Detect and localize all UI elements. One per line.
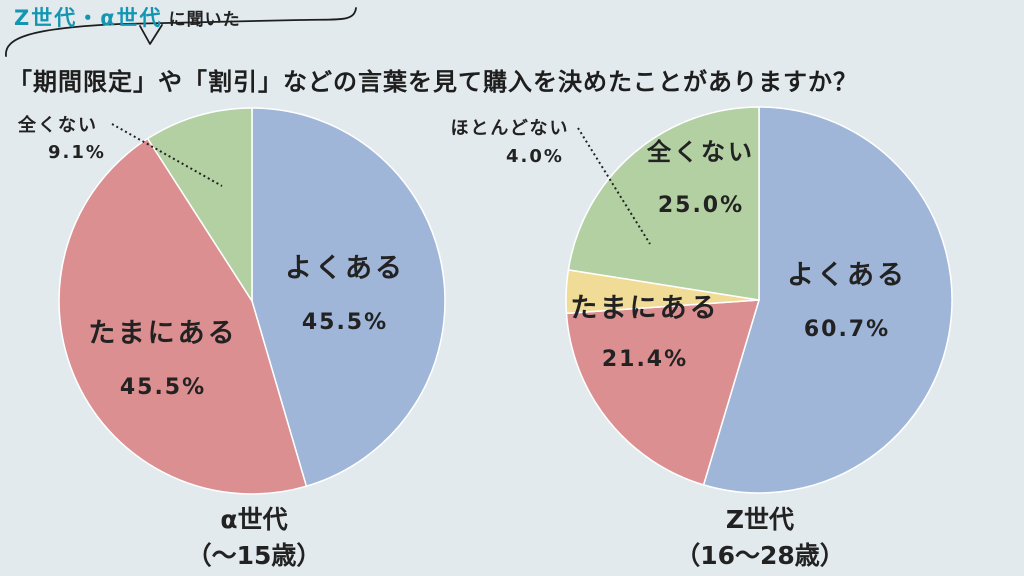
slice-value-label: 25.0% [658,193,744,218]
pie-chart-z: よくある 60.7% たまにある 21.4% ほとんどない 4.0% 全くない 25.0% [450,106,953,494]
survey-tag-suffix: に聞いた [168,10,241,30]
slice-label: 全くない [17,114,98,136]
survey-tag-generations: Z世代・α世代 [14,6,163,30]
pie-slice [58,137,308,495]
survey-tag: Z世代・α世代 に聞いた [14,2,241,36]
pie-slice [567,106,760,301]
survey-question: 「期間限定」や「割引」などの言葉を見て購入を決めたことがありますか？ [8,68,858,96]
slice-label: よくある [787,260,907,291]
slice-value-label: 21.4% [602,347,688,372]
chart-title-alpha-range: （〜15歳） [186,541,322,570]
chart-title-z: Z世代 （16〜28歳） [630,502,890,574]
pie-slice [565,299,761,486]
chart-title-z-name: Z世代 [725,505,795,534]
slice-value-label: 60.7% [804,317,890,342]
leader-line [111,123,223,187]
chart-title-z-range: （16〜28歳） [675,541,845,570]
slice-label: たまにある [88,318,237,349]
speech-bubble-outline [5,7,357,57]
slice-value-label: 45.5% [120,375,206,400]
chart-title-alpha-name: α世代 [220,505,288,534]
slice-value-label: 45.5% [302,310,388,335]
slice-value-label: 9.1% [48,142,106,163]
chart-title-alpha: α世代 （〜15歳） [124,502,384,574]
pie-chart-alpha: よくある 45.5% たまにある 45.5% 全くない 9.1% [17,107,446,495]
slice-value-label: 4.0% [506,146,564,167]
slice-label: 全くない [646,138,755,166]
pie-slice [251,107,446,488]
pie-slice [146,107,253,304]
slice-label: たまにある [570,293,719,324]
slice-label: ほとんどない [450,118,569,139]
pie-slice [702,106,953,494]
slice-label: よくある [285,253,405,284]
